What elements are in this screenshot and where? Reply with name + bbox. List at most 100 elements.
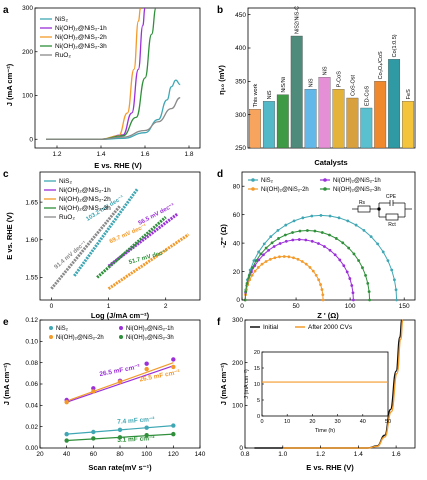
legend-marker-d: [323, 187, 327, 191]
ytick-label-f: 100: [232, 403, 243, 410]
inset-xtick-label-f: 40: [360, 419, 366, 425]
xtick-label-c: 1: [107, 303, 111, 310]
bar-label: FeS: [406, 89, 412, 99]
xlabel-c: Log (J/mA cm⁻²): [91, 311, 150, 320]
data-point-d: [273, 256, 277, 260]
ylabel-c: E vs. RHE (V): [5, 212, 14, 260]
data-point-d: [268, 257, 272, 261]
xtick-label-d: 100: [345, 303, 356, 310]
ytick-label-a: 300: [22, 5, 33, 12]
legend-entry-e: Ni(OH)₂@NiS₂-3h: [126, 335, 174, 341]
xtick-label-e: 120: [168, 451, 179, 458]
xtick-label-f: 1.0: [278, 451, 287, 458]
ticks-e: 0.00 0.02 0.04 0.06 0.08 0.10 0.12 20 40 60 80 100 1…: [25, 317, 205, 458]
cdl-annotation-e: 7.4 mF cm⁻²: [117, 416, 156, 426]
inset-ytick-label-f: 15: [254, 366, 260, 372]
ylabel-e: J (mA cm⁻²): [2, 362, 11, 405]
bar-label: NiS/Ni: [281, 77, 287, 93]
data-point-d: [351, 298, 355, 302]
bar-label: ED-CoS: [364, 85, 370, 106]
ytick-label-d: 20: [233, 269, 241, 276]
inset-xtick-label-f: 10: [284, 419, 290, 425]
data-point-d: [262, 253, 265, 257]
ticks-d: 0 20 40 60 80 0 50 100 150: [233, 183, 410, 310]
data-point-d: [292, 256, 295, 260]
ytick-label-f: 200: [232, 360, 243, 367]
slope-annotation-c: 69.7 mV dec⁻¹: [108, 223, 147, 246]
data-point-d: [361, 266, 364, 270]
legend-f: Initial After 2000 CVs: [250, 324, 353, 331]
data-point-d: [323, 245, 326, 248]
series-line-c: [107, 212, 179, 268]
xlabel-f: E vs. RHE (V): [306, 463, 354, 472]
xtick-label-a: 1.4: [96, 151, 105, 158]
legend-entry-c: Ni(OH)₂@NiS₂-2h: [59, 196, 111, 203]
bar-label: CoS-Ost: [350, 74, 356, 96]
data-point-e: [64, 438, 69, 443]
ticks-c: 1.55 1.60 1.65 0 1 2: [25, 199, 168, 310]
data-point-d: [386, 259, 390, 263]
ytick-label-e: 0.04: [25, 403, 38, 410]
data-point-d: [304, 238, 308, 242]
legend-entry-c: Ni(OH)₂@NiS₂-1h: [59, 187, 111, 194]
series-line-c: [107, 233, 190, 290]
ytick-label-b: 300: [235, 112, 246, 119]
data-point-d: [341, 241, 345, 245]
bar-label: P-CoS: [336, 71, 342, 88]
ylabel-d: -Z'' (Ω): [219, 224, 228, 248]
series-line-f: [282, 319, 404, 449]
legend-c: NiS₂ Ni(OH)₂@NiS₂-1h Ni(OH)₂@NiS₂-2h Ni(OH)…: [44, 178, 111, 221]
data-point-d: [253, 269, 257, 273]
data-point-d: [348, 277, 352, 280]
ytick-label-e: 0.08: [25, 360, 38, 367]
curves-e: 26.5 mF cm⁻²26.5 mF cm⁻²7.4 mF cm⁻²3.1 m…: [64, 357, 181, 444]
legend-entry-a: Ni(OH)₂@NiS₂-2h: [55, 34, 107, 41]
data-point-d: [278, 242, 282, 245]
data-point-d: [300, 260, 304, 263]
legend-entry-f: Initial: [263, 324, 279, 331]
data-point-d: [369, 235, 373, 239]
xtick-label-c: 2: [164, 303, 168, 310]
xtick-label-f: 1.4: [354, 451, 363, 458]
legend-marker-d: [323, 178, 327, 182]
data-point-d: [313, 229, 317, 233]
panel-label-d: d: [217, 169, 223, 180]
data-point-d: [311, 269, 315, 273]
data-point-d: [347, 246, 351, 250]
legend-entry-d: NiS₂: [261, 178, 274, 184]
bar: [388, 59, 401, 149]
data-point-d: [250, 266, 254, 270]
data-point-d: [260, 262, 264, 266]
ytick-label-d: 80: [233, 183, 241, 190]
legend-entry-e: Ni(OH)₂@NiS₂-2h: [56, 335, 104, 341]
panel-d: d 0 20 40 60 80 0 50 100 150 -Z'' (Ω) Z ' (Ω) Ni…: [217, 169, 416, 320]
ytick-label-f: 300: [232, 317, 243, 324]
curves-a: [45, 8, 181, 140]
data-point-e: [144, 425, 149, 430]
data-point-e: [91, 429, 96, 435]
data-point-e: [171, 364, 176, 370]
data-point-d: [259, 252, 263, 256]
data-point-d: [321, 298, 325, 302]
legend-e: NiS₂ Ni(OH)₂@NiS₂-1h Ni(OH)₂@NiS₂-2h Ni(OH)…: [49, 326, 174, 341]
ytick-label-e: 0.10: [25, 339, 38, 346]
data-point-d: [252, 259, 256, 263]
circuit-cpe-label: CPE: [386, 194, 397, 200]
legend-entry-c: NiS₂: [59, 178, 72, 185]
legend-entry-d: Ni(OH)₂@NiS₂-2h: [261, 187, 309, 193]
slope-annotation-c: 56.5 mV dec⁻¹: [137, 202, 175, 227]
bar: [360, 107, 373, 149]
ytick-label-a: 200: [22, 49, 33, 56]
data-point-d: [284, 223, 288, 227]
xlabel-b: Catalysts: [314, 158, 347, 167]
panel-label-c: c: [3, 169, 9, 180]
legend-entry-f: After 2000 CVs: [308, 324, 353, 331]
ytick-label-d: 40: [233, 240, 241, 247]
inset-xtick-label-f: 20: [309, 419, 315, 425]
legend-entry-a: NiS₂: [55, 16, 68, 23]
data-point-d: [254, 259, 258, 262]
data-point-d: [350, 284, 354, 287]
data-point-d: [310, 239, 314, 243]
